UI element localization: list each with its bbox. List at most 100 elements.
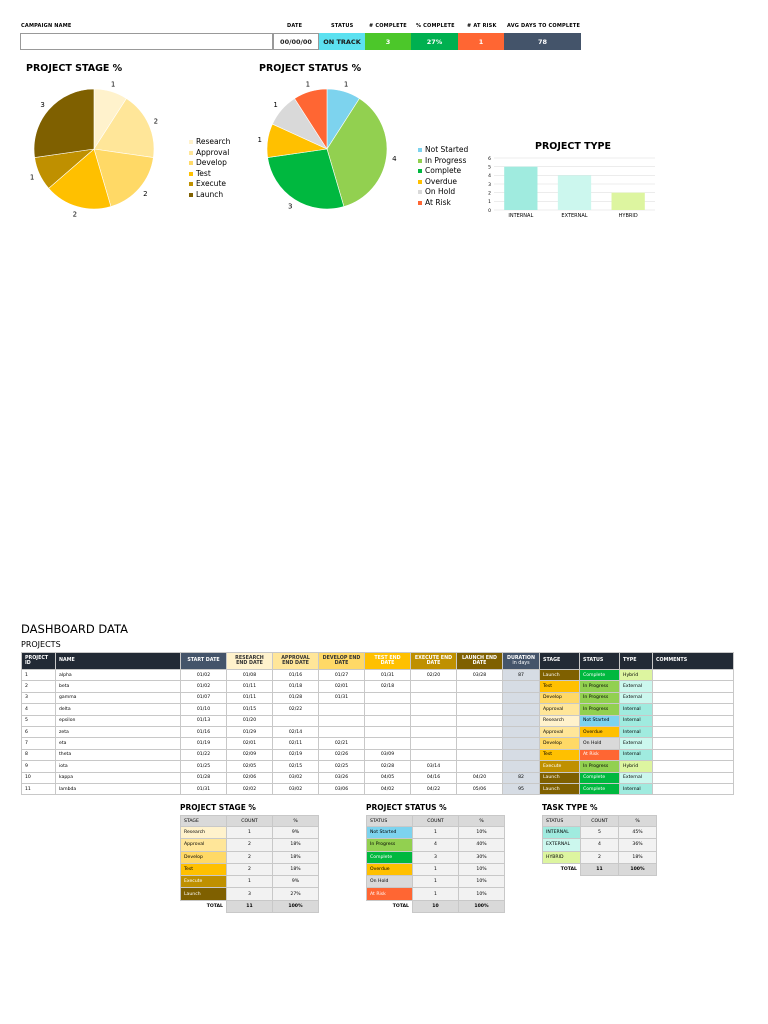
table-row[interactable]: 11 lambda 01/31 02/02 03/02 03/06 04/02 04/22 05… [21,782,734,796]
cell-id[interactable]: 11 [21,782,56,796]
cell-name[interactable]: theta [55,748,181,762]
cell-launch[interactable] [456,760,503,773]
cell-type[interactable]: Internal [619,748,653,762]
cell-stage[interactable]: Research [539,714,580,727]
cell-launch[interactable] [456,725,503,739]
cell-type[interactable]: Internal [619,703,653,716]
cell-duration[interactable] [502,691,540,705]
column-header[interactable]: TYPE [619,652,653,670]
cell-approval[interactable]: 01/28 [272,691,319,705]
cell-stage[interactable]: Approval [539,725,580,739]
cell-launch[interactable]: 04/20 [456,771,503,784]
cell-name[interactable]: beta [55,680,181,693]
cell-stage[interactable]: Launch [539,668,580,682]
cell-stage[interactable]: Launch [539,782,580,796]
cell-stage[interactable]: Test [539,680,580,693]
cell-comments[interactable] [652,680,734,693]
cell-id[interactable]: 3 [21,691,56,705]
column-header[interactable]: EXECUTE END DATE [410,652,457,670]
cell-research[interactable]: 02/09 [226,748,273,762]
cell-test[interactable]: 03/09 [364,748,411,762]
cell-name[interactable]: gamma [55,691,181,705]
cell-comments[interactable] [652,714,734,727]
cell-research[interactable]: 01/20 [226,714,273,727]
cell-status[interactable]: Complete [579,771,620,784]
cell-start[interactable]: 01/28 [180,771,227,784]
cell-approval[interactable]: 02/14 [272,725,319,739]
column-header[interactable]: LAUNCH END DATE [456,652,503,670]
cell-status[interactable]: At Risk [579,748,620,762]
cell-type[interactable]: Hybrid [619,760,653,773]
cell-test[interactable] [364,714,411,727]
cell-approval[interactable]: 03/02 [272,782,319,796]
cell-launch[interactable] [456,748,503,762]
cell-test[interactable]: 04/02 [364,782,411,796]
cell-comments[interactable] [652,737,734,750]
cell-name[interactable]: lambda [55,782,181,796]
column-header[interactable]: NAME [55,652,181,670]
column-header[interactable]: TEST END DATE [364,652,411,670]
cell-develop[interactable]: 02/26 [318,748,365,762]
cell-test[interactable] [364,737,411,750]
cell-name[interactable]: alpha [55,668,181,682]
cell-test[interactable] [364,703,411,716]
cell-id[interactable]: 8 [21,748,56,762]
cell-id[interactable]: 2 [21,680,56,693]
cell-launch[interactable] [456,737,503,750]
cell-research[interactable]: 02/06 [226,771,273,784]
cell-approval[interactable]: 01/16 [272,668,319,682]
column-header[interactable]: STAGE [539,652,580,670]
cell-start[interactable]: 01/02 [180,680,227,693]
cell-execute[interactable]: 02/20 [410,668,457,682]
column-header[interactable]: DURATION in days [502,652,540,670]
cell-id[interactable]: 7 [21,737,56,750]
cell-comments[interactable] [652,703,734,716]
table-row[interactable]: 8 theta 01/22 02/09 02/19 02/26 03/09 Test At Ri… [21,748,734,762]
cell-name[interactable]: epsilon [55,714,181,727]
cell-start[interactable]: 01/02 [180,668,227,682]
cell-test[interactable] [364,725,411,739]
cell-name[interactable]: zeta [55,725,181,739]
cell-develop[interactable]: 03/26 [318,771,365,784]
table-row[interactable]: 5 epsilon 01/13 01/20 Research Not Started Int… [21,714,734,727]
cell-execute[interactable] [410,691,457,705]
cell-start[interactable]: 01/07 [180,691,227,705]
cell-id[interactable]: 1 [21,668,56,682]
cell-develop[interactable]: 01/27 [318,668,365,682]
cell-name[interactable]: delta [55,703,181,716]
cell-comments[interactable] [652,668,734,682]
cell-duration[interactable]: 95 [502,782,540,796]
cell-start[interactable]: 01/31 [180,782,227,796]
cell-test[interactable]: 01/31 [364,668,411,682]
cell-start[interactable]: 01/22 [180,748,227,762]
table-row[interactable]: 9 iota 01/25 02/05 02/15 02/25 02/28 03/14 Execu… [21,760,734,773]
cell-type[interactable]: Internal [619,782,653,796]
cell-status[interactable]: Not Started [579,714,620,727]
cell-id[interactable]: 9 [21,760,56,773]
cell-status[interactable]: On Hold [579,737,620,750]
cell-execute[interactable] [410,737,457,750]
cell-execute[interactable] [410,714,457,727]
cell-comments[interactable] [652,771,734,784]
column-header[interactable]: START DATE [180,652,227,670]
cell-execute[interactable] [410,725,457,739]
cell-research[interactable]: 02/01 [226,737,273,750]
column-header[interactable]: DEVELOP END DATE [318,652,365,670]
cell-status[interactable]: Overdue [579,725,620,739]
cell-name[interactable]: kappa [55,771,181,784]
table-row[interactable]: 1 alpha 01/02 01/08 01/16 01/27 01/31 02/20 03/2… [21,668,734,682]
campaign-name-field[interactable] [20,33,273,50]
cell-type[interactable]: Internal [619,725,653,739]
column-header[interactable]: RESEARCH END DATE [226,652,273,670]
cell-stage[interactable]: Test [539,748,580,762]
cell-launch[interactable] [456,691,503,705]
cell-research[interactable]: 01/29 [226,725,273,739]
cell-stage[interactable]: Launch [539,771,580,784]
table-row[interactable]: 2 beta 01/02 01/11 01/18 02/01 02/18 Test In Pro… [21,680,734,693]
cell-duration[interactable] [502,748,540,762]
cell-approval[interactable]: 02/11 [272,737,319,750]
cell-develop[interactable]: 02/25 [318,760,365,773]
cell-id[interactable]: 10 [21,771,56,784]
cell-start[interactable]: 01/13 [180,714,227,727]
table-row[interactable]: 6 zeta 01/16 01/29 02/14 Approval Overdue Inter… [21,725,734,739]
